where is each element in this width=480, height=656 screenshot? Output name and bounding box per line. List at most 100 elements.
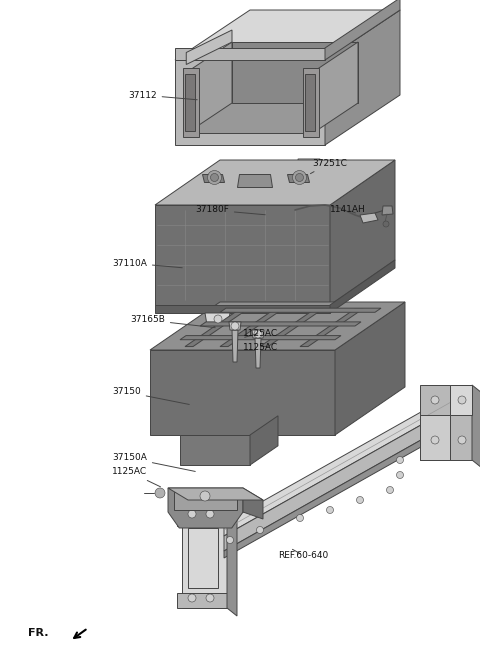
Polygon shape [150,350,335,435]
Polygon shape [298,159,320,175]
Polygon shape [185,309,248,346]
Polygon shape [313,42,358,133]
Polygon shape [232,42,358,103]
Polygon shape [200,322,361,326]
Circle shape [386,487,394,493]
Circle shape [396,472,404,478]
Polygon shape [260,325,278,343]
Polygon shape [290,175,330,197]
Polygon shape [150,302,405,350]
Polygon shape [188,528,218,588]
Polygon shape [229,322,241,330]
Polygon shape [450,385,472,415]
Polygon shape [155,305,330,313]
Polygon shape [303,68,319,137]
Circle shape [357,497,363,504]
Polygon shape [180,435,250,465]
Polygon shape [155,160,395,205]
Circle shape [206,510,214,518]
Circle shape [155,488,165,498]
Polygon shape [174,492,237,510]
Circle shape [207,171,221,184]
Text: 1141AH: 1141AH [330,205,366,215]
Polygon shape [227,508,237,616]
Text: 37165B: 37165B [130,316,215,328]
Polygon shape [325,10,400,145]
Polygon shape [175,60,325,145]
Circle shape [297,514,303,522]
Polygon shape [224,403,460,551]
Polygon shape [382,206,393,215]
Text: 37180F: 37180F [195,205,265,215]
Polygon shape [328,175,345,201]
Polygon shape [288,174,310,182]
Circle shape [383,221,389,227]
Polygon shape [187,72,313,133]
Polygon shape [175,10,400,60]
Polygon shape [220,308,381,312]
Polygon shape [186,30,232,64]
Circle shape [458,436,466,444]
Polygon shape [155,205,330,305]
Circle shape [200,491,210,501]
Text: 37112: 37112 [128,91,197,100]
Polygon shape [205,313,230,325]
Polygon shape [177,508,234,526]
Polygon shape [203,174,225,182]
Text: FR.: FR. [28,628,48,638]
Polygon shape [210,325,262,335]
Polygon shape [305,74,315,131]
Polygon shape [185,74,195,131]
Text: 37110A: 37110A [112,258,182,268]
Polygon shape [325,0,400,60]
Circle shape [326,506,334,514]
Polygon shape [182,508,227,608]
Polygon shape [420,415,450,460]
Circle shape [211,173,218,182]
Circle shape [303,162,313,172]
Polygon shape [224,390,460,536]
Polygon shape [168,488,263,500]
Circle shape [231,322,239,330]
Polygon shape [220,309,283,346]
Circle shape [188,510,196,518]
Circle shape [254,330,262,338]
Polygon shape [300,309,363,346]
Circle shape [292,171,307,184]
Circle shape [431,396,439,404]
Circle shape [296,173,303,182]
Polygon shape [177,593,234,608]
Polygon shape [360,213,378,223]
Polygon shape [472,385,480,468]
Polygon shape [250,416,278,465]
Polygon shape [232,330,238,362]
Polygon shape [187,42,232,133]
Circle shape [206,594,214,602]
Text: REF.60-640: REF.60-640 [278,549,328,560]
Circle shape [256,527,264,533]
Polygon shape [183,68,199,137]
Text: 1125AC: 1125AC [112,468,160,487]
Polygon shape [252,330,264,338]
Polygon shape [420,385,472,460]
Polygon shape [175,48,325,60]
Polygon shape [330,260,395,313]
Polygon shape [238,174,273,188]
Circle shape [188,594,196,602]
Polygon shape [180,336,341,340]
Circle shape [431,436,439,444]
Polygon shape [260,309,323,346]
Polygon shape [330,160,395,305]
Text: 37150: 37150 [112,388,189,405]
Text: 37251C: 37251C [311,159,347,174]
Polygon shape [335,302,405,435]
Text: 1125AC: 1125AC [243,329,278,337]
Polygon shape [224,418,460,558]
Circle shape [227,537,233,544]
Text: 1125AC: 1125AC [243,342,278,352]
Text: 37150A: 37150A [112,453,195,472]
Circle shape [396,457,404,464]
Polygon shape [255,338,261,368]
Polygon shape [168,488,243,528]
Polygon shape [243,488,263,519]
